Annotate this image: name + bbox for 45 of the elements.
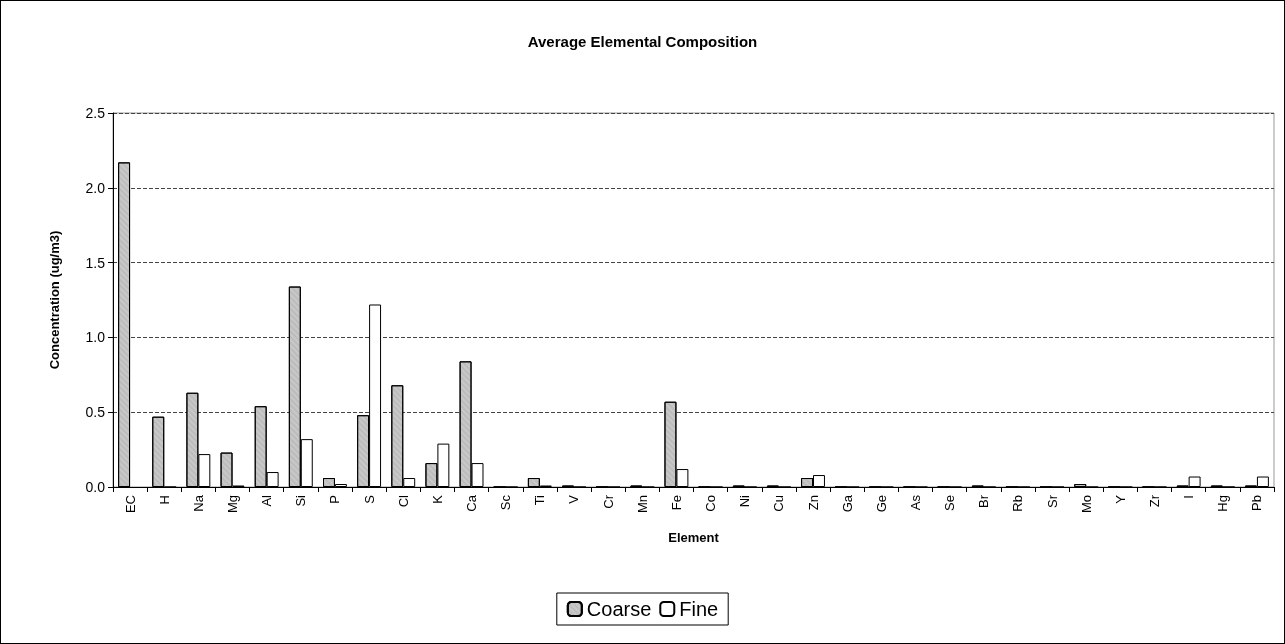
x-tick-label: Ti: [532, 494, 548, 506]
x-tick-label: Pb: [1249, 495, 1265, 511]
x-tick-label: EC: [122, 495, 138, 514]
x-tick-label: K: [429, 494, 445, 504]
x-tick-label: Cr: [600, 494, 616, 509]
y-tick-label: 1.5: [85, 254, 106, 271]
x-axis-title: Element: [668, 530, 720, 545]
x-tick-label: Rb: [1010, 495, 1026, 512]
x-tick-label: Y: [1112, 494, 1128, 504]
x-tick-label: Cu: [771, 495, 787, 512]
x-tick-label: Hg: [1215, 495, 1231, 512]
x-tick-label: Sr: [1044, 494, 1060, 508]
x-tick-label: Se: [942, 495, 958, 511]
x-tick-label: Zr: [1146, 494, 1162, 508]
x-tick-label: Mg: [225, 495, 241, 514]
legend-label: Fine: [679, 598, 719, 620]
x-tick-label: I: [1181, 495, 1197, 499]
x-tick-label: Ga: [839, 494, 855, 513]
chart-title: Average Elemental Composition: [527, 33, 758, 50]
x-tick-label: Ca: [464, 494, 480, 512]
y-tick-label: 0.0: [85, 479, 106, 495]
y-tick-label: 0.5: [85, 404, 106, 421]
legend-label: Coarse: [586, 598, 652, 620]
x-tick-label: V: [566, 494, 582, 504]
x-tick-label: Zn: [805, 495, 821, 511]
x-tick-label: Sc: [498, 494, 514, 511]
x-tick-label: Si: [293, 494, 309, 507]
x-tick-label: P: [327, 495, 343, 504]
x-tick-label: H: [156, 495, 172, 505]
x-tick-label: Na: [190, 494, 206, 512]
y-tick-label: 2.0: [85, 179, 106, 196]
x-tick-label: Al: [259, 494, 275, 507]
x-tick-label: Br: [976, 494, 992, 508]
x-tick-label: Mn: [634, 495, 650, 514]
x-tick-label: Ge: [873, 495, 889, 513]
x-tick-label: As: [907, 494, 923, 511]
y-tick-label: 1.0: [85, 329, 106, 346]
x-tick-label: Mo: [1078, 495, 1094, 514]
x-tick-label: Cl: [395, 494, 411, 508]
x-tick-label: S: [361, 494, 377, 504]
y-tick-label: 2.5: [85, 105, 106, 121]
y-axis-title: Concentration (ug/m3): [47, 230, 62, 370]
x-tick-label: Co: [703, 495, 719, 512]
x-tick-label: Ni: [737, 494, 753, 508]
x-tick-label: Fe: [668, 495, 684, 511]
